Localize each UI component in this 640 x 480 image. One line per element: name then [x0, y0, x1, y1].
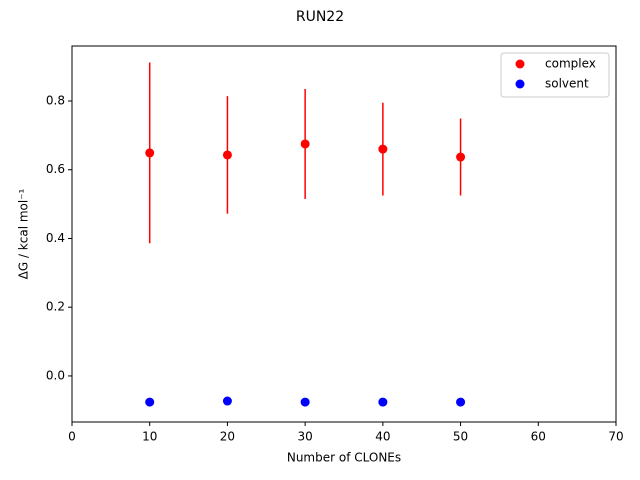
legend-marker [515, 59, 525, 69]
point [378, 397, 388, 407]
x-tick-label: 50 [453, 430, 468, 444]
x-tick-label: 30 [298, 430, 313, 444]
x-axis-label: Number of CLONEs [287, 451, 401, 465]
y-tick-label: 0.4 [46, 231, 65, 245]
legend-box [500, 52, 610, 98]
chart-title: RUN22 [296, 9, 344, 25]
point [145, 148, 155, 158]
y-tick-label: 0.8 [46, 93, 65, 107]
y-tick-label: 0.6 [46, 162, 65, 176]
x-tick-label: 70 [608, 430, 623, 444]
x-tick-label: 20 [220, 430, 235, 444]
legend-label: solvent [545, 77, 589, 91]
point [300, 397, 310, 407]
x-tick-label: 10 [142, 430, 157, 444]
point [378, 144, 388, 154]
y-tick-label: 0.0 [46, 368, 65, 382]
legend-marker [515, 79, 525, 89]
legend-label: complex [545, 57, 596, 71]
x-tick-label: 60 [531, 430, 546, 444]
y-tick-label: 0.2 [46, 300, 65, 314]
point [145, 397, 155, 407]
plot-frame [71, 45, 617, 423]
point [300, 139, 310, 149]
point [456, 397, 466, 407]
x-tick-label: 0 [68, 430, 76, 444]
point [456, 152, 466, 162]
y-axis-label: ΔG / kcal mol⁻¹ [17, 188, 31, 279]
point [222, 150, 232, 160]
point [222, 396, 232, 406]
x-tick-label: 40 [375, 430, 390, 444]
